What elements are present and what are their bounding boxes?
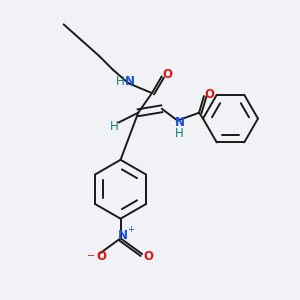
Text: N: N (125, 75, 135, 88)
Text: N: N (118, 229, 128, 242)
Text: +: + (127, 225, 134, 234)
Text: H: H (116, 75, 125, 88)
Text: O: O (96, 250, 106, 262)
Text: −: − (87, 251, 95, 261)
Text: O: O (143, 250, 153, 262)
Text: O: O (205, 88, 215, 100)
Text: O: O (163, 68, 173, 81)
Text: N: N (174, 116, 184, 129)
Text: H: H (175, 127, 184, 140)
Text: H: H (110, 120, 119, 133)
